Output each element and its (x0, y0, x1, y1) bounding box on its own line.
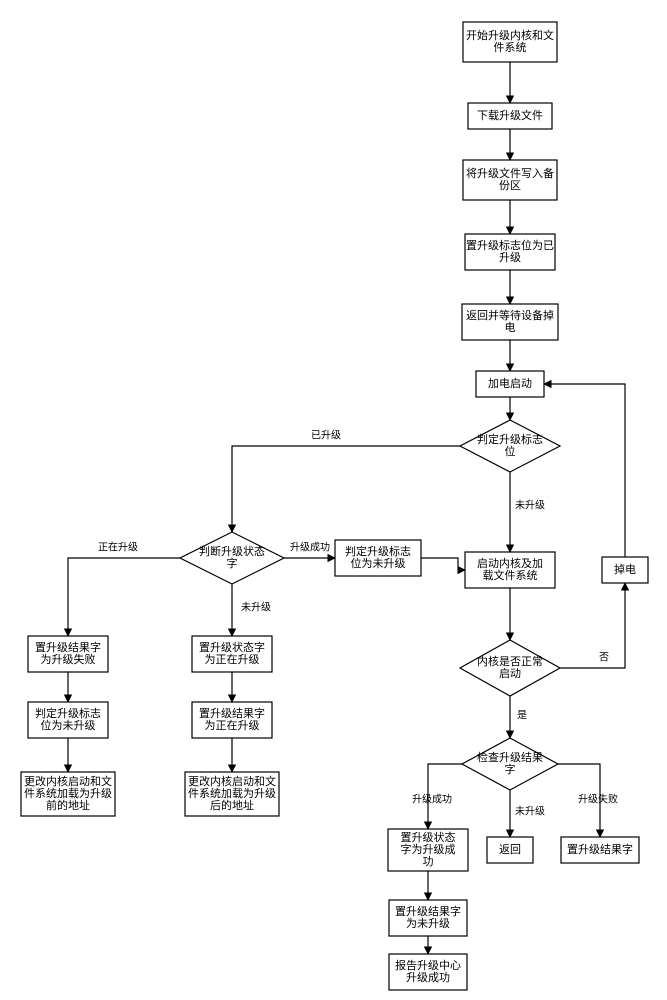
svg-text:加电启动: 加电启动 (488, 377, 532, 390)
svg-text:判定升级标志: 判定升级标志 (477, 432, 543, 446)
svg-text:报告升级中心: 报告升级中心 (395, 958, 461, 972)
svg-text:判定升级标志: 判定升级标志 (345, 544, 411, 558)
node-n12: 置升级结果字为未升级 (389, 900, 467, 936)
svg-text:开始升级内核和文: 开始升级内核和文 (466, 28, 554, 42)
edge-15 (544, 384, 625, 557)
svg-text:功: 功 (423, 855, 434, 868)
svg-text:返回并等待设备掉: 返回并等待设备掉 (466, 308, 554, 322)
node-n31: 判定升级标志位为未升级 (28, 702, 108, 738)
node-n22: 置升级状态字为正在升级 (192, 636, 272, 672)
svg-text:置升级标志位为已: 置升级标志位为已 (466, 238, 554, 252)
node-n13: 报告升级中心升级成功 (389, 954, 467, 990)
svg-text:升级成功: 升级成功 (290, 542, 330, 554)
svg-text:置升级结果字: 置升级结果字 (199, 706, 265, 720)
svg-text:检查升级结果: 检查升级结果 (477, 750, 543, 764)
svg-text:启动内核及加: 启动内核及加 (477, 556, 543, 570)
svg-text:升级失败: 升级失败 (578, 793, 618, 806)
svg-text:更改内核启动和文: 更改内核启动和文 (188, 774, 276, 788)
svg-text:是: 是 (517, 710, 527, 722)
svg-text:升级成功: 升级成功 (412, 794, 452, 806)
node-n30: 置升级结果字为升级失败 (28, 636, 108, 672)
svg-text:置升级结果字: 置升级结果字 (35, 640, 101, 654)
node-n23: 置升级结果字为正在升级 (192, 702, 272, 738)
node-n5: 返回并等待设备掉电 (462, 304, 558, 340)
svg-text:掉电: 掉电 (614, 562, 636, 576)
node-n1: 开始升级内核和文件系统 (463, 22, 557, 62)
svg-text:位为未升级: 位为未升级 (41, 718, 96, 732)
svg-text:启动: 启动 (499, 667, 521, 680)
svg-text:未升级: 未升级 (515, 806, 545, 818)
svg-text:为正在升级: 为正在升级 (205, 653, 260, 666)
node-n7: 判定升级标志位 (460, 420, 560, 472)
edge-17: 升级成功 (284, 542, 335, 558)
svg-text:判定升级标志: 判定升级标志 (35, 706, 101, 720)
edge-16: 已升级 (232, 430, 460, 532)
node-n24: 更改内核启动和文件系统加载为升级后的地址 (185, 772, 279, 816)
svg-text:将升级文件写入备: 将升级文件写入备 (466, 166, 554, 180)
svg-text:件系统: 件系统 (494, 41, 527, 54)
edge-9: 未升级 (510, 790, 545, 837)
svg-text:判断升级状态: 判断升级状态 (199, 544, 265, 558)
svg-text:下载升级文件: 下载升级文件 (477, 108, 543, 122)
node-n4: 置升级标志位为已升级 (465, 234, 555, 270)
node-n16: 掉电 (602, 557, 648, 583)
svg-text:未升级: 未升级 (515, 500, 545, 512)
node-n21: 判定升级标志位为未升级 (335, 540, 421, 576)
edge-22: 正在升级 (68, 542, 180, 636)
svg-text:件系统加载为升级: 件系统加载为升级 (188, 787, 276, 800)
svg-text:置升级结果字: 置升级结果字 (395, 904, 461, 918)
node-n2: 下载升级文件 (468, 103, 552, 129)
edge-19: 未升级 (232, 584, 271, 636)
svg-text:为正在升级: 为正在升级 (205, 719, 260, 732)
edge-18 (421, 558, 465, 570)
node-n15: 置升级结果字 (561, 837, 639, 863)
edge-11: 升级失败 (558, 764, 618, 837)
edge-10: 升级成功 (412, 764, 462, 829)
svg-text:位为未升级: 位为未升级 (351, 556, 406, 570)
node-n3: 将升级文件写入备份区 (463, 160, 557, 200)
node-n14: 返回 (487, 837, 533, 863)
svg-text:置升级结果字: 置升级结果字 (567, 842, 633, 856)
svg-text:未升级: 未升级 (241, 602, 271, 614)
svg-text:升级: 升级 (499, 251, 521, 264)
svg-text:升级成功: 升级成功 (406, 971, 450, 984)
svg-text:载文件系统: 载文件系统 (483, 568, 538, 582)
svg-text:字: 字 (227, 556, 238, 570)
svg-text:件系统加载为升级: 件系统加载为升级 (24, 787, 112, 800)
svg-text:电: 电 (505, 321, 516, 334)
svg-text:份区: 份区 (499, 179, 521, 192)
svg-text:更改内核启动和文: 更改内核启动和文 (24, 774, 112, 788)
svg-text:位: 位 (505, 444, 516, 458)
svg-text:前的地址: 前的地址 (46, 798, 90, 812)
svg-text:字: 字 (505, 762, 516, 776)
svg-text:后的地址: 后的地址 (210, 798, 254, 812)
node-n9: 内核是否正常启动 (460, 640, 560, 696)
svg-text:已升级: 已升级 (311, 430, 341, 442)
edge-14: 否 (560, 583, 625, 668)
svg-text:置升级状态: 置升级状态 (401, 830, 456, 844)
node-n8: 启动内核及加载文件系统 (465, 552, 555, 588)
svg-text:内核是否正常: 内核是否正常 (477, 654, 543, 668)
svg-text:为未升级: 为未升级 (406, 917, 450, 930)
node-n6: 加电启动 (476, 371, 544, 397)
svg-text:否: 否 (599, 652, 609, 664)
svg-text:为升级失败: 为升级失败 (41, 652, 96, 666)
svg-text:返回: 返回 (499, 843, 521, 856)
edge-6: 未升级 (510, 472, 545, 552)
svg-text:正在升级: 正在升级 (98, 542, 138, 554)
node-n10: 检查升级结果字 (462, 738, 558, 790)
node-n11: 置升级状态字为升级成功 (388, 829, 468, 871)
node-n32: 更改内核启动和文件系统加载为升级前的地址 (21, 772, 115, 816)
svg-text:字为升级成: 字为升级成 (401, 842, 456, 856)
svg-text:置升级状态字: 置升级状态字 (199, 640, 265, 654)
node-n20: 判断升级状态字 (180, 532, 284, 584)
edge-8: 是 (510, 696, 527, 738)
